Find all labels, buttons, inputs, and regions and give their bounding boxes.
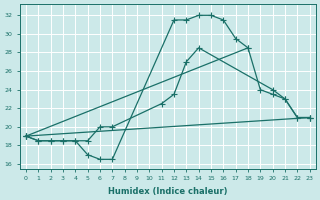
X-axis label: Humidex (Indice chaleur): Humidex (Indice chaleur)	[108, 187, 228, 196]
